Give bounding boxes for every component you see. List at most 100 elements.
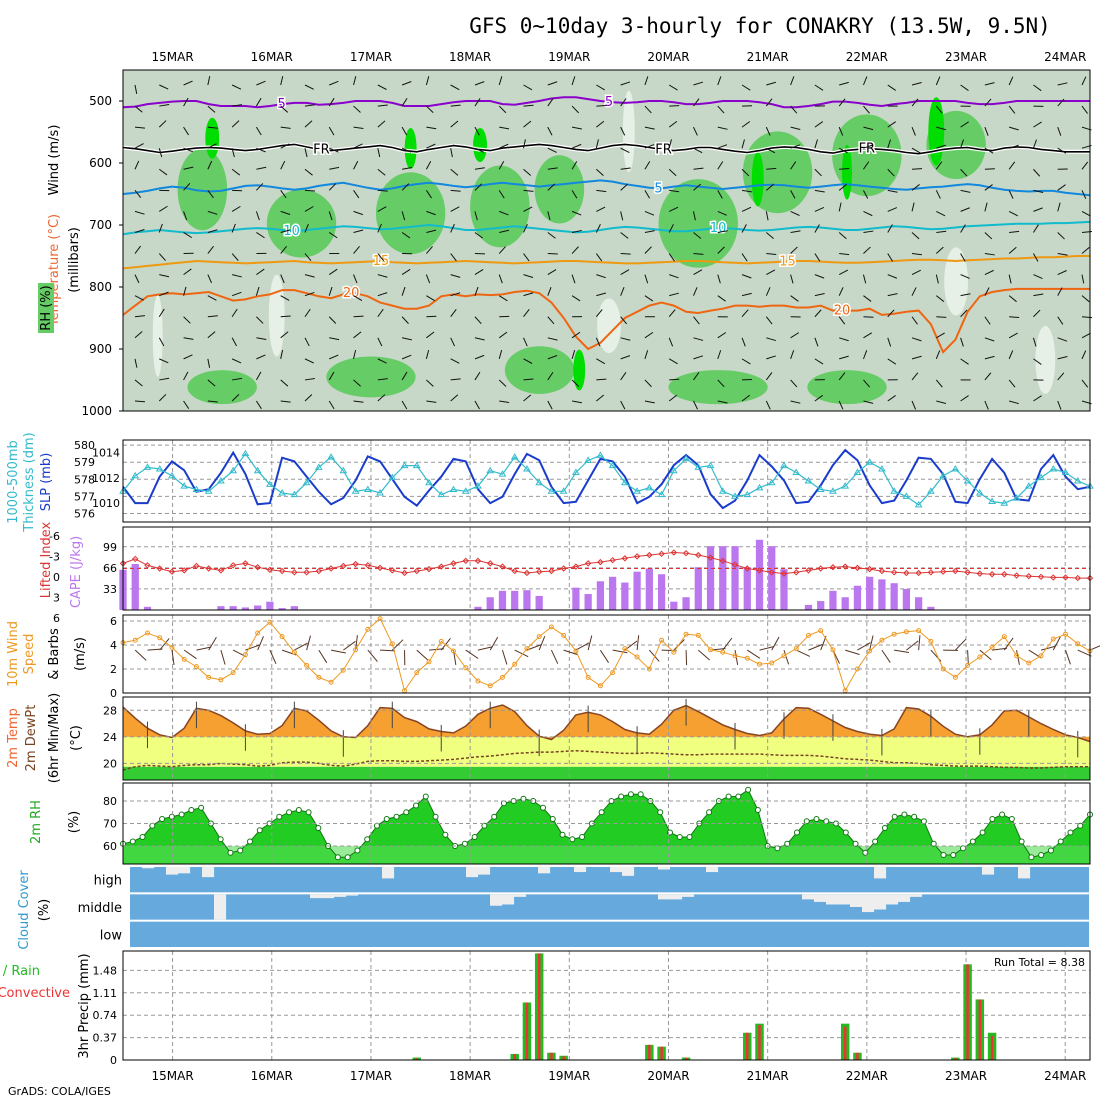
wind-barb: [499, 126, 510, 130]
thickness-point: [596, 451, 605, 458]
wind-speed-point: [328, 679, 334, 685]
wind-barb: [401, 371, 408, 381]
wind-barb: [498, 246, 506, 254]
wind-barb: [207, 358, 211, 368]
wind-barb: [1008, 190, 1014, 199]
rh-region: [205, 117, 220, 159]
rh2m-tick: 60: [103, 840, 117, 853]
wind-barb: [693, 232, 702, 239]
wind-barb: [1008, 295, 1017, 303]
cloud-gap: [214, 894, 227, 920]
rh2m-point: [246, 838, 253, 845]
wind-barb: [474, 337, 485, 341]
wind-barb: [984, 316, 991, 325]
wind-speed-point: [597, 683, 603, 689]
wind-barb: [644, 161, 651, 170]
precip-convective-bar: [843, 1026, 847, 1060]
wind-barb: [571, 161, 578, 170]
wind-barb: [547, 98, 554, 107]
wind-barb-10m: [796, 649, 811, 657]
rh2m-point: [1047, 847, 1054, 854]
wind-barb: [1008, 161, 1016, 170]
wind-barb: [790, 332, 800, 339]
lifted-index-point: [817, 565, 824, 572]
wind-barb: [183, 147, 193, 153]
wind-barb: [693, 81, 704, 86]
wind-barb-10m: [894, 649, 910, 653]
lifted-index-point: [793, 569, 800, 576]
wind-barb: [474, 316, 482, 325]
wind-barb: [936, 332, 945, 339]
wind-barb: [838, 232, 847, 240]
wind-barb: [353, 160, 359, 170]
temp-tick: 24: [103, 731, 117, 744]
wind-barb: [280, 274, 285, 284]
wind-barb-10m: [697, 649, 710, 661]
wind-barb: [474, 232, 484, 239]
wind-barb: [1033, 84, 1042, 92]
lifted-index-point: [866, 565, 873, 573]
precip-convective-bar: [745, 1032, 749, 1060]
precip-tick: 0.74: [93, 1009, 118, 1022]
cape-bar: [254, 605, 262, 610]
wind-barb: [911, 400, 917, 410]
wind-barb: [402, 337, 412, 341]
lifted-index-point: [1001, 571, 1008, 578]
wind-barb: [304, 189, 315, 192]
wind-barb: [644, 350, 649, 360]
slp-frame: [122, 439, 1091, 523]
wind-barb: [207, 76, 211, 86]
wind-barb-10m: [159, 638, 170, 651]
wind-speed-point: [536, 634, 542, 640]
slp-tick: 1010: [92, 497, 120, 510]
rh2m-point: [754, 807, 761, 813]
cape-bar: [278, 608, 286, 610]
rh2m-point: [364, 836, 371, 843]
wind-barb: [1057, 356, 1068, 360]
lifted-index-point: [548, 567, 555, 575]
rh2m-point: [461, 840, 468, 847]
cloud-gap: [982, 867, 995, 875]
wind-speed-point: [879, 637, 885, 643]
wind-barb: [644, 190, 651, 199]
wind-barb: [644, 126, 655, 130]
wind-barb-10m: [514, 649, 529, 658]
wind-speed-point: [304, 662, 310, 668]
wind-speed-point: [414, 670, 420, 676]
wind-barb: [280, 315, 291, 318]
wind-speed-point: [218, 677, 224, 683]
rh2m-fill: [123, 789, 1090, 864]
rh2m-point: [891, 813, 898, 820]
wind-barb: [280, 400, 291, 403]
cloud-gap: [466, 867, 479, 878]
wind-speed-point: [524, 646, 530, 652]
wind-barb: [159, 291, 169, 297]
wind-barb: [523, 168, 532, 176]
wind-barb: [426, 400, 437, 403]
wind-barb: [134, 143, 144, 149]
wind-barb: [765, 372, 773, 381]
thickness-point: [510, 453, 519, 460]
wind-barb: [984, 400, 989, 410]
wind-barb: [741, 358, 751, 365]
wind-barb: [765, 211, 769, 221]
thickness-point: [559, 487, 568, 494]
pressure-tick-label: 800: [89, 280, 112, 294]
precip-convective-bar: [550, 1052, 553, 1060]
wind-barb-10m: [722, 637, 733, 651]
wind-barb: [693, 147, 703, 154]
rh2m-point: [295, 807, 302, 813]
wind-barb: [425, 349, 430, 359]
wind-barb-10m: [1065, 649, 1071, 665]
precip-tick: 1.48: [93, 964, 118, 977]
wind-barb: [134, 400, 146, 403]
wind-barb-10m: [391, 639, 404, 651]
wind-barb: [499, 210, 509, 216]
wind-barb: [183, 232, 193, 239]
wind-barb: [474, 167, 485, 170]
wind-barb: [766, 337, 776, 342]
wind-barb: [328, 183, 337, 191]
thickness-point: [890, 487, 899, 494]
rh2m-point: [344, 854, 351, 861]
wind-barb: [839, 355, 849, 360]
